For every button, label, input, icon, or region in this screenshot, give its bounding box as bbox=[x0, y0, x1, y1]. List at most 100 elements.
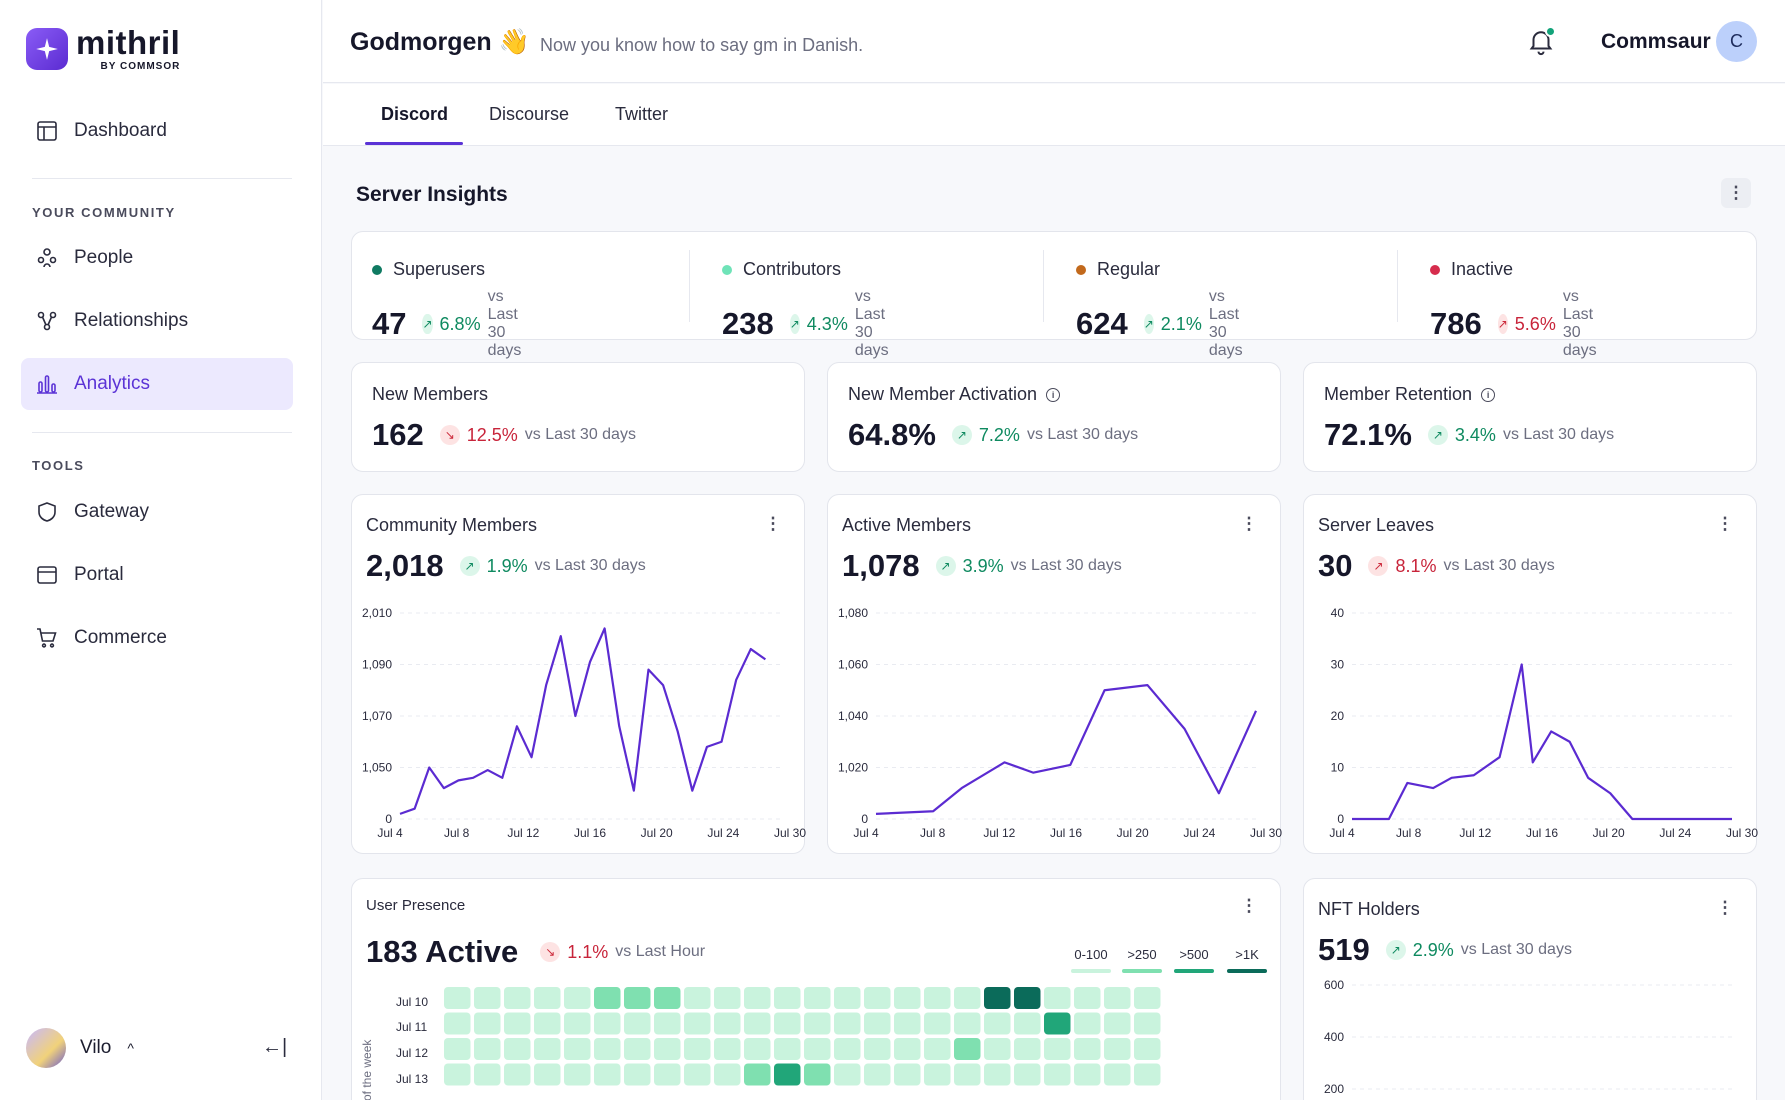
segment-change: 5.6% bbox=[1514, 313, 1556, 334]
segment-label: Superusers bbox=[372, 259, 485, 280]
compare-text: vs Last 30 days bbox=[1502, 426, 1615, 443]
legend-swatch bbox=[1227, 969, 1267, 973]
sidebar-item-commerce[interactable]: Commerce bbox=[21, 612, 293, 664]
compare-text: vs Last 30 days bbox=[1562, 288, 1597, 359]
card-title: Server Leaves bbox=[1318, 515, 1434, 536]
sidebar-item-analytics[interactable]: Analytics bbox=[21, 358, 293, 410]
metric-card-new-members: New Members 162 ↘ 12.5% vs Last 30 days bbox=[351, 362, 805, 472]
heatmap-cell bbox=[594, 987, 621, 1009]
x-tick-label: Jul 16 bbox=[1526, 826, 1558, 840]
chart-card-server-leaves: Server Leaves ⋮ 30 ↗ 8.1% vs Last 30 day… bbox=[1303, 494, 1758, 854]
card-title: NFT Holders bbox=[1318, 899, 1420, 920]
heatmap-cell bbox=[1014, 987, 1041, 1009]
segment-name: Contributors bbox=[743, 259, 842, 279]
heatmap-cell bbox=[1044, 1063, 1071, 1086]
heatmap-cell bbox=[894, 1063, 921, 1086]
segment-change: 6.8% bbox=[439, 313, 481, 334]
presence-value: 183 Active bbox=[366, 934, 519, 969]
segment-change: 2.1% bbox=[1160, 313, 1202, 334]
info-icon[interactable]: i bbox=[1481, 387, 1496, 402]
collapse-sidebar-icon[interactable]: ←| bbox=[262, 1036, 288, 1058]
compare-text: vs Last 30 days bbox=[854, 288, 889, 359]
heatmap-cell bbox=[594, 1038, 621, 1060]
heatmap-cell bbox=[624, 1038, 651, 1060]
x-tick-label: Jul 4 bbox=[377, 826, 403, 840]
sidebar-item-relationships[interactable]: Relationships bbox=[21, 295, 293, 347]
tab-discourse[interactable]: Discourse bbox=[489, 104, 570, 124]
segment-stats: 624 ↗ 2.1% vs Last 30 days bbox=[1076, 288, 1253, 360]
section-label-tools: TOOLS bbox=[32, 458, 85, 473]
heatmap-cell bbox=[834, 987, 861, 1009]
chart-change: 3.9% bbox=[962, 555, 1004, 576]
more-options-icon[interactable]: ⋮ bbox=[1716, 898, 1734, 917]
bell-icon[interactable] bbox=[1526, 26, 1556, 56]
heatmap-cell bbox=[504, 987, 531, 1009]
heatmap-cell bbox=[504, 1012, 531, 1035]
metric-stats: 162 ↘ 12.5% vs Last 30 days bbox=[372, 417, 636, 453]
metric-value: 162 bbox=[372, 417, 424, 452]
sidebar-item-gateway[interactable]: Gateway bbox=[21, 486, 293, 538]
more-options-icon[interactable]: ⋮ bbox=[764, 514, 782, 533]
legend-item: >500 bbox=[1174, 947, 1214, 973]
heatmap-cell bbox=[624, 987, 651, 1009]
y-tick-label: 400 bbox=[1324, 1030, 1344, 1044]
heatmap-cell bbox=[894, 1012, 921, 1035]
y-tick-label: 1,070 bbox=[362, 709, 392, 723]
tab-twitter[interactable]: Twitter bbox=[615, 104, 669, 124]
legend-label: >1K bbox=[1235, 947, 1259, 962]
heatmap-cell bbox=[984, 1038, 1011, 1060]
more-options-icon[interactable]: ⋮ bbox=[1240, 896, 1258, 915]
divider bbox=[689, 250, 690, 322]
heatmap-cell bbox=[1044, 1038, 1071, 1060]
sidebar-item-label: Analytics bbox=[74, 373, 151, 394]
heatmap-cell bbox=[714, 1063, 741, 1086]
more-options-icon[interactable]: ⋮ bbox=[1716, 514, 1734, 533]
y-tick-label: 40 bbox=[1331, 606, 1345, 620]
compare-text: vs Last 30 days bbox=[1460, 941, 1572, 958]
heatmap-cell bbox=[714, 1012, 741, 1035]
status-dot bbox=[722, 264, 732, 275]
chart-card-community-members: Community Members ⋮ 2,018 ↗ 1.9% vs Last… bbox=[351, 494, 806, 854]
chart-change: 8.1% bbox=[1395, 555, 1437, 576]
logo[interactable]: mithril BY COMMSOR bbox=[26, 26, 180, 72]
x-tick-label: Jul 24 bbox=[707, 826, 739, 840]
user-menu[interactable]: Vilo ^ bbox=[26, 1028, 134, 1068]
sidebar-item-portal[interactable]: Portal bbox=[21, 549, 293, 601]
heatmap-cell bbox=[504, 1038, 531, 1060]
heatmap-cell bbox=[534, 1063, 561, 1086]
chart-value: 2,018 bbox=[366, 548, 444, 583]
heatmap-cell bbox=[1074, 1012, 1101, 1035]
heatmap-cell bbox=[1134, 1012, 1161, 1035]
y-tick-label: 200 bbox=[1324, 1082, 1344, 1096]
account-avatar[interactable]: C bbox=[1716, 21, 1757, 62]
tab-discord[interactable]: Discord bbox=[381, 104, 449, 124]
info-icon[interactable]: i bbox=[1046, 387, 1061, 402]
more-options-icon[interactable]: ⋮ bbox=[1240, 514, 1258, 533]
heatmap-cell bbox=[774, 1063, 801, 1086]
y-tick-label: 600 bbox=[1324, 978, 1344, 992]
nft-stats: 519 ↗ 2.9% vs Last 30 days bbox=[1318, 932, 1572, 968]
heatmap-cell bbox=[534, 1038, 561, 1060]
metric-change: 7.2% bbox=[978, 424, 1020, 445]
heatmap-cell bbox=[1134, 1063, 1161, 1086]
heatmap-cell bbox=[984, 1063, 1011, 1086]
heatmap-cell bbox=[744, 987, 771, 1009]
heatmap-cell bbox=[654, 1012, 681, 1035]
sidebar-item-people[interactable]: People bbox=[21, 232, 293, 284]
sidebar-item-dashboard[interactable]: Dashboard bbox=[21, 105, 293, 157]
account-name[interactable]: Commsaur bbox=[1601, 30, 1711, 53]
compare-text: vs Last 30 days bbox=[1208, 288, 1243, 359]
top-header: Godmorgen 👋 Now you know how to say gm i… bbox=[323, 0, 1785, 83]
legend-item: >1K bbox=[1227, 947, 1267, 973]
card-title: Active Members bbox=[842, 515, 971, 536]
nft-value: 519 bbox=[1318, 932, 1370, 967]
more-options-icon[interactable]: ⋮ bbox=[1721, 178, 1751, 208]
presence-stats: 183 Active ↘ 1.1% vs Last Hour bbox=[366, 934, 705, 970]
sidebar-item-label: Gateway bbox=[74, 501, 149, 522]
heatmap-cell bbox=[654, 987, 681, 1009]
heatmap-cell bbox=[804, 1012, 831, 1035]
y-tick-label: 2,010 bbox=[362, 606, 392, 620]
metric-stats: 72.1% ↗ 3.4% vs Last 30 days bbox=[1324, 417, 1614, 453]
avatar bbox=[26, 1028, 66, 1068]
line-chart: 0 1,050 1,070 1,090 2,010 Jul 4 Jul 8 Jul 12 Jul… bbox=[362, 606, 806, 840]
